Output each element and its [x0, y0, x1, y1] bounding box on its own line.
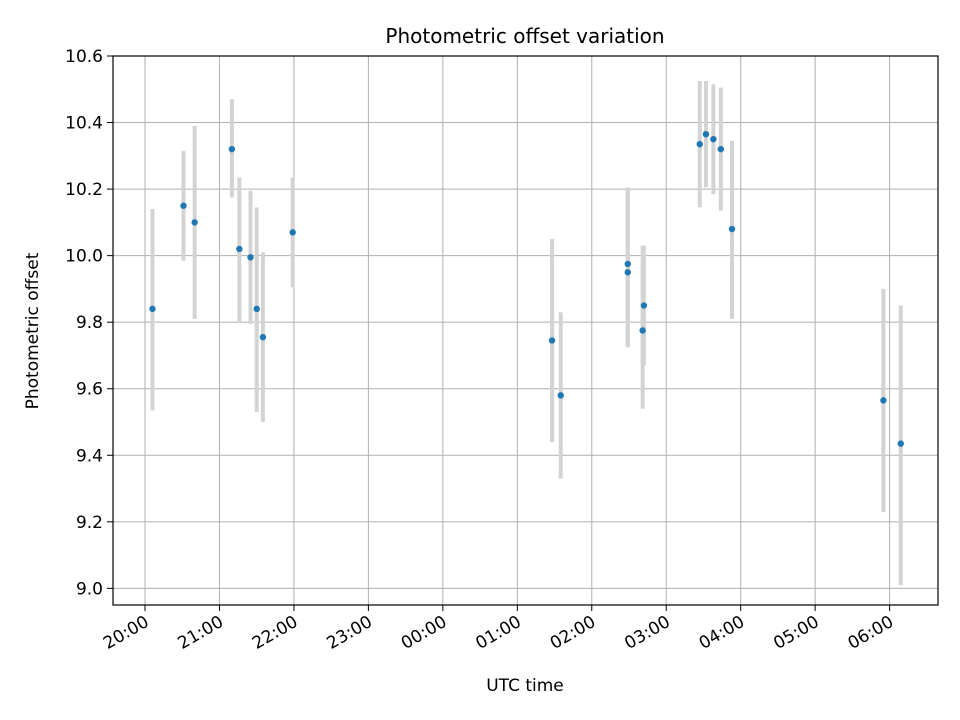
y-tick-label: 9.6: [76, 380, 103, 400]
x-axis-label: UTC time: [486, 676, 564, 696]
y-tick-label: 9.0: [76, 579, 103, 599]
data-point: [289, 229, 296, 236]
data-point: [728, 225, 736, 233]
data-point: [710, 135, 717, 143]
data-point: [696, 140, 703, 148]
data-point: [247, 254, 254, 261]
y-tick-label: 10.0: [65, 247, 103, 267]
y-tick-label: 9.4: [76, 446, 103, 466]
grid: [113, 55, 938, 605]
data-point: [149, 305, 156, 313]
y-tick-label: 9.2: [76, 513, 103, 533]
plot-frame: [112, 55, 939, 606]
data-point: [640, 302, 648, 309]
data-point: [191, 219, 198, 226]
y-tick-label: 10.6: [65, 47, 103, 67]
data-points: [149, 130, 904, 447]
data-point: [702, 130, 710, 138]
y-tick-label: 9.8: [76, 313, 103, 333]
data-point: [717, 145, 725, 153]
data-point: [180, 202, 187, 209]
y-tick-label: 10.4: [65, 114, 103, 134]
y-tick-label: 10.2: [65, 180, 103, 200]
data-point: [624, 260, 631, 268]
y-axis-label: Photometric offset: [23, 252, 43, 409]
data-point: [624, 269, 631, 276]
data-point: [897, 440, 904, 447]
data-point: [548, 337, 556, 344]
chart-title: Photometric offset variation: [385, 24, 664, 48]
data-point: [228, 145, 236, 153]
data-point: [253, 305, 260, 313]
data-point: [880, 397, 887, 404]
data-point: [557, 392, 564, 399]
data-point: [259, 333, 267, 341]
data-point: [639, 327, 646, 334]
y-axis-ticks: 9.0 9.2 9.4 9.6 9.8 10.0 10.2 10.4 10.6: [65, 47, 113, 599]
data-point: [236, 245, 243, 253]
